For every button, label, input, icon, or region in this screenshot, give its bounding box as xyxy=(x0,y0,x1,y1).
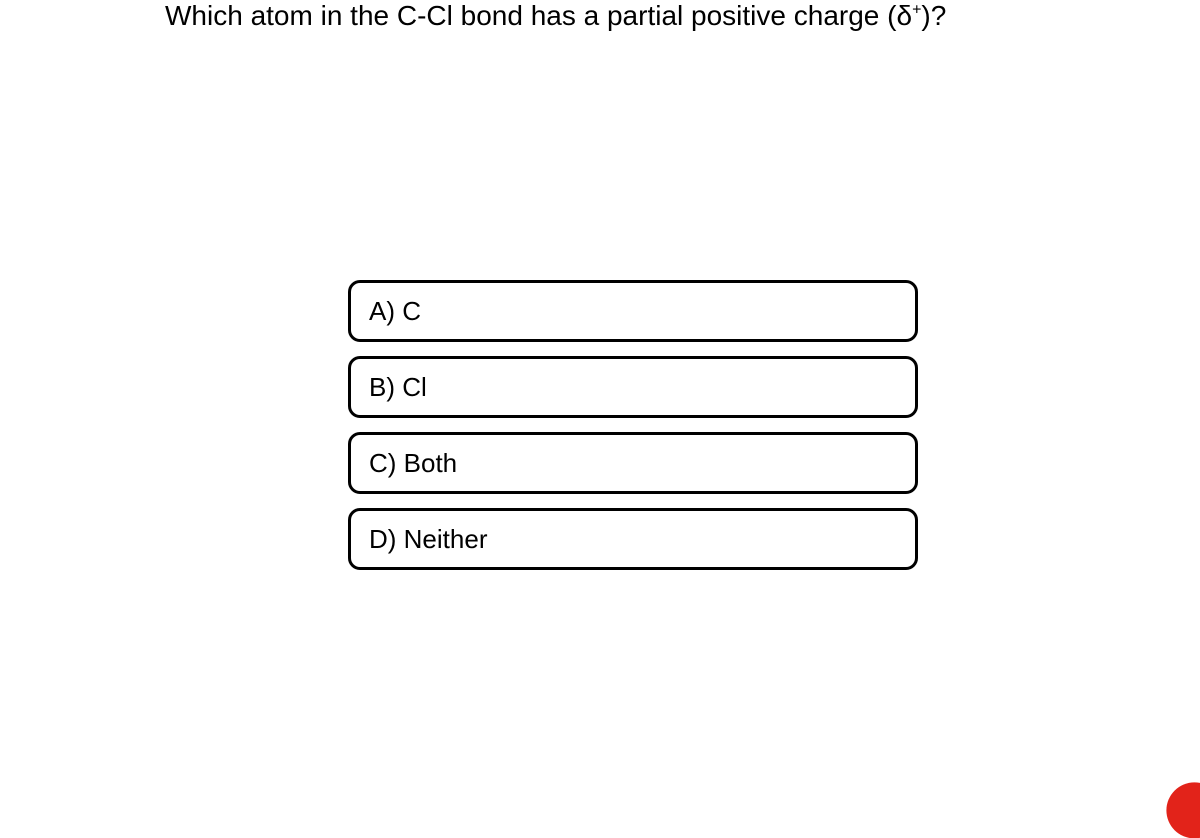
delta-symbol: δ xyxy=(896,0,912,31)
option-b-label: B) Cl xyxy=(369,372,427,403)
option-a[interactable]: A) C xyxy=(348,280,918,342)
question-text: Which atom in the C-Cl bond has a partia… xyxy=(165,0,946,32)
question-text-after: )? xyxy=(921,0,946,31)
option-a-label: A) C xyxy=(369,296,421,327)
accent-circle-icon xyxy=(1166,782,1200,838)
options-container: A) C B) Cl C) Both D) Neither xyxy=(348,280,918,584)
question-text-before: Which atom in the C-Cl bond has a partia… xyxy=(165,0,896,31)
option-c[interactable]: C) Both xyxy=(348,432,918,494)
option-d-label: D) Neither xyxy=(369,524,487,555)
delta-superscript: + xyxy=(912,2,921,19)
option-c-label: C) Both xyxy=(369,448,457,479)
option-b[interactable]: B) Cl xyxy=(348,356,918,418)
option-d[interactable]: D) Neither xyxy=(348,508,918,570)
